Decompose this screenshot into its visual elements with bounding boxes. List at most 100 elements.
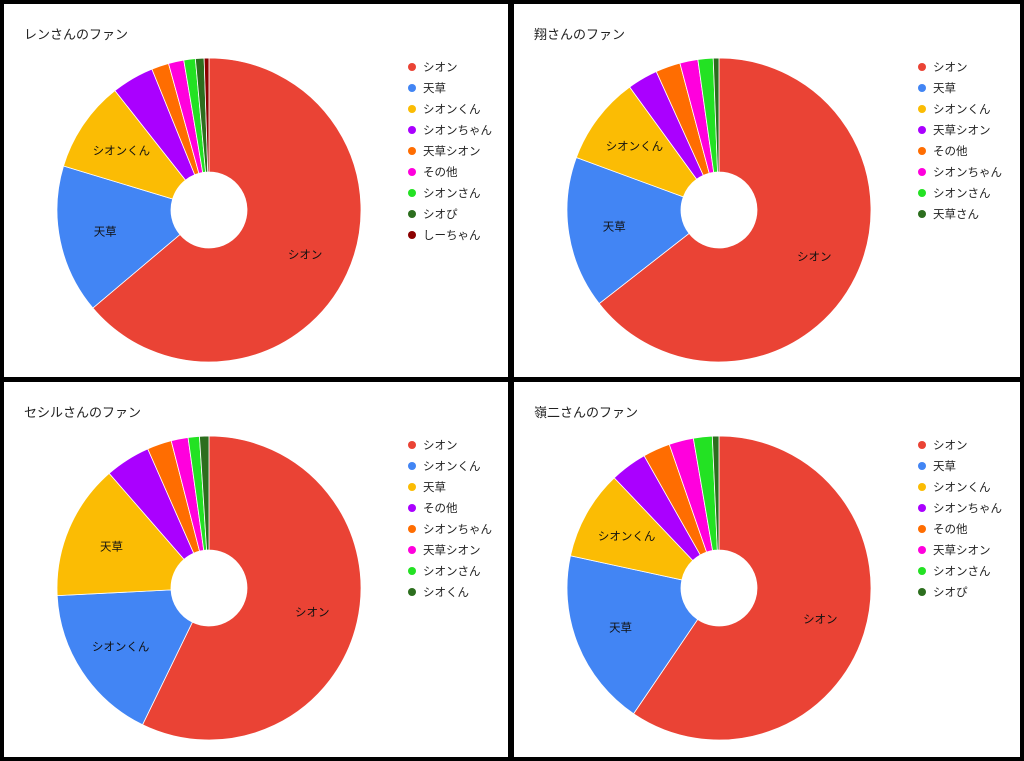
slice-label: 天草: [100, 540, 123, 554]
legend-swatch: [918, 440, 926, 449]
legend-swatch: [918, 167, 926, 176]
chart-title: 嶺二さんのファン: [534, 406, 639, 421]
legend-swatch: [918, 566, 926, 575]
legend-item: シオンさん: [408, 182, 492, 203]
chart-title: レンさんのファン: [24, 28, 129, 43]
legend-swatch: [918, 482, 926, 491]
legend-label: 天草: [933, 458, 956, 473]
legend-swatch: [918, 209, 926, 218]
slice-label: シオンくん: [598, 529, 656, 543]
chart-title: セシルさんのファン: [24, 406, 142, 421]
legend-item: シオンちゃん: [918, 497, 1002, 518]
legend-label: その他: [423, 164, 458, 179]
legend-swatch: [408, 146, 416, 155]
legend-item: シオン: [918, 434, 1002, 455]
legend-item: シオンさん: [918, 182, 1002, 203]
legend-item: 天草さん: [918, 203, 1002, 224]
legend-label: 天草シオン: [423, 143, 481, 158]
chart-legend: シオン 天草 シオンくん シオンちゃん その他 天草シオン シオンさん シオぴ: [918, 434, 1002, 602]
legend-swatch: [918, 524, 926, 533]
legend-item: シオぴ: [408, 203, 492, 224]
slice-label: シオン: [295, 605, 330, 619]
legend-label: シオン: [933, 437, 968, 452]
legend-swatch: [408, 83, 416, 92]
legend-swatch: [408, 125, 416, 134]
legend-swatch: [918, 125, 926, 134]
slice-label: シオン: [288, 248, 323, 262]
legend-swatch: [408, 230, 416, 239]
pie-slice: [63, 90, 187, 200]
legend-swatch: [408, 587, 416, 596]
legend-swatch: [918, 146, 926, 155]
legend-swatch: [408, 209, 416, 218]
pie-slice: [142, 435, 362, 741]
legend-item: シオン: [408, 434, 492, 455]
legend-label: 天草: [933, 80, 956, 95]
legend-item: シオくん: [408, 581, 492, 602]
legend-item: シオンさん: [408, 560, 492, 581]
legend-swatch: [408, 566, 416, 575]
legend-swatch: [408, 461, 416, 470]
legend-item: シオンさん: [918, 560, 1002, 581]
legend-label: シオぴ: [423, 206, 458, 221]
slice-label: 天草: [94, 224, 117, 238]
pie-slice: [633, 435, 872, 741]
legend-swatch: [918, 461, 926, 470]
slice-label: シオンくん: [92, 639, 150, 653]
chart-legend: シオン天草シオンくんシオンちゃん 天草シオンその他シオンさんシオぴしーちゃん: [408, 56, 492, 245]
legend-item: シオンくん: [408, 455, 492, 476]
legend-swatch: [408, 62, 416, 71]
legend-label: シオン: [423, 437, 458, 452]
legend-item: 天草: [918, 455, 1002, 476]
legend-label: シオンさん: [933, 563, 991, 578]
legend-label: シオンくん: [423, 458, 481, 473]
legend-swatch: [408, 188, 416, 197]
slice-label: 天草: [603, 219, 626, 233]
legend-item: その他: [918, 518, 1002, 539]
legend-label: シオンさん: [933, 185, 991, 200]
legend-item: シオンちゃん: [408, 119, 492, 140]
legend-label: 天草さん: [933, 206, 979, 221]
legend-label: シオンくん: [933, 479, 991, 494]
legend-label: シオンちゃん: [423, 122, 492, 137]
legend-item: シオンちゃん: [408, 518, 492, 539]
legend-item: 天草シオン: [918, 119, 1002, 140]
legend-item: 天草シオン: [408, 140, 492, 161]
legend-label: 天草シオン: [933, 542, 991, 557]
pie-slice: [566, 157, 690, 305]
legend-swatch: [918, 62, 926, 71]
legend-item: シオン: [918, 56, 1002, 77]
pie-slice: [598, 57, 872, 363]
chart-title: 翔さんのファン: [534, 28, 626, 43]
legend-swatch: [918, 104, 926, 113]
chart-legend: シオン 天草 シオンくん 天草シオン その他 シオンちゃん シオンさん 天草さん: [918, 56, 1002, 224]
legend-swatch: [918, 188, 926, 197]
legend-swatch: [408, 524, 416, 533]
chart-panel-cecil: セシルさんのファン シオン シオンくん 天草 シオン シオンくん 天草 その他 シオンちゃん…: [4, 382, 508, 757]
legend-label: その他: [933, 521, 968, 536]
pie-slice: [203, 57, 210, 173]
slice-label: シオン: [797, 249, 832, 263]
legend-label: シオン: [933, 59, 968, 74]
legend-label: 天草シオン: [933, 122, 991, 137]
legend-label: しーちゃん: [423, 227, 481, 242]
chart-panel-reiji: 嶺二さんのファン シオン 天草 シオンくん シオン 天草 シオンくん シオンちゃん その他天…: [514, 382, 1020, 757]
legend-label: シオンちゃん: [933, 164, 1002, 179]
legend-label: シオンくん: [423, 101, 481, 116]
legend-swatch: [918, 587, 926, 596]
legend-item: 天草: [408, 476, 492, 497]
slice-label: シオンくん: [606, 139, 664, 153]
legend-swatch: [918, 545, 926, 554]
legend-item: シオンくん: [408, 98, 492, 119]
legend-item: その他: [408, 161, 492, 182]
legend-item: 天草シオン: [408, 539, 492, 560]
slice-label: 天草: [609, 620, 632, 634]
legend-swatch: [918, 83, 926, 92]
pie-slice: [56, 472, 185, 597]
legend-item: その他: [408, 497, 492, 518]
legend-label: シオン: [423, 59, 458, 74]
legend-label: 天草: [423, 80, 446, 95]
pie-slice: [199, 435, 210, 551]
